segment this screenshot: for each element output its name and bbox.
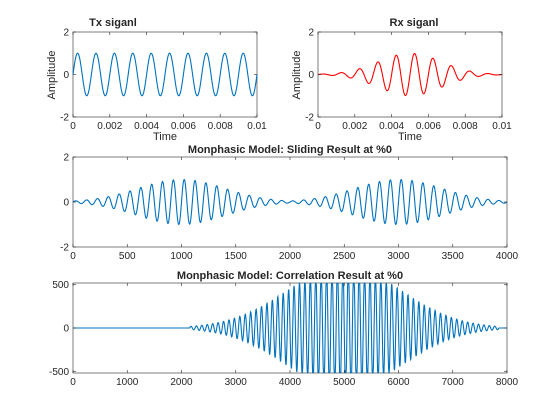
sliding-ytick-label-2: 2 [63,153,69,164]
correlation-xtick-label-7: 7000 [442,377,465,388]
sliding-series-line-0 [72,178,508,226]
rx-ticks: 0 0.002 0.004 0.006 0.008 0.01-202 [305,28,512,133]
rx-ytick-label-2: 2 [308,28,314,39]
sliding-xtick-label-2: 1000 [170,251,193,262]
rx-xtick-label-0: 0 [315,121,321,132]
sliding-result-plot: Monphasic Model: Sliding Result at %0 0 5… [60,144,518,262]
tx-ytick-label-1: 0 [63,70,69,81]
correlation-xtick-label-0: 0 [70,377,76,388]
tx-xtick-label-2: 0.004 [134,121,159,132]
tx-ylabel: Amplitude [46,51,58,100]
tx-series [72,52,258,97]
sliding-xtick-label-0: 0 [70,251,76,262]
rx-xtick-label-5: 0.01 [492,121,512,132]
sliding-ytick-label-0: -2 [60,243,69,254]
correlation-xtick-label-5: 5000 [333,377,356,388]
correlation-xtick-label-1: 1000 [116,377,139,388]
correlation-xtick-label-6: 6000 [387,377,410,388]
rx-signal-plot: Rx siganl 0 0.002 0.004 0.006 0.008 0.01-202 … [291,17,512,143]
tx-ytick-label-2: 2 [63,28,69,39]
sliding-ticks: 0 500 1000 1500 2000 2500 3000 3500 4000-202 [60,153,518,263]
correlation-ytick-label-1: 0 [63,324,69,335]
rx-ylabel: Amplitude [291,51,303,100]
sliding-ytick-label-1: 0 [63,198,69,209]
tx-ticks: 0 0.002 0.004 0.006 0.008 0.01-202 [60,28,267,133]
tx-xtick-label-3: 0.006 [171,121,196,132]
rx-xlabel: Time [398,131,422,143]
rx-ytick-label-0: -2 [305,113,314,124]
tx-xtick-label-5: 0.01 [247,121,267,132]
correlation-xtick-label-3: 3000 [225,377,248,388]
rx-xtick-label-4: 0.008 [453,121,478,132]
sliding-xtick-label-1: 500 [119,251,136,262]
tx-series-line-0 [72,52,258,97]
correlation-xtick-label-4: 4000 [279,377,302,388]
correlation-ytick-label-2: 500 [52,280,69,291]
tx-plot-title: Tx siganl [89,17,137,29]
sliding-xtick-label-8: 4000 [496,251,519,262]
tx-xtick-label-4: 0.008 [208,121,233,132]
tx-xtick-label-0: 0 [70,121,76,132]
rx-xtick-label-1: 0.002 [342,121,367,132]
sliding-xtick-label-6: 3000 [387,251,410,262]
tx-signal-plot: Tx siganl 0 0.002 0.004 0.006 0.008 0.01-202 … [46,17,267,143]
correlation-series [73,282,507,374]
sliding-plot-title: Monphasic Model: Sliding Result at %0 [188,144,392,156]
correlation-ytick-label-0: -500 [49,367,69,378]
tx-ytick-label-0: -2 [60,113,69,124]
correlation-plot-title: Monphasic Model: Correlation Result at %… [177,270,403,282]
correlation-result-plot: Monphasic Model: Correlation Result at %… [49,270,519,388]
sliding-series [72,178,508,226]
sliding-xtick-label-3: 1500 [225,251,248,262]
sliding-xtick-label-5: 2500 [333,251,356,262]
sliding-xtick-label-4: 2000 [279,251,302,262]
rx-xtick-label-3: 0.006 [416,121,441,132]
tx-xlabel: Time [153,131,177,143]
rx-xtick-label-2: 0.004 [379,121,404,132]
sliding-xtick-label-7: 3500 [442,251,465,262]
rx-plot-title: Rx siganl [390,17,439,29]
correlation-series-line-0 [73,282,507,374]
correlation-xtick-label-8: 8000 [496,377,519,388]
tx-xtick-label-1: 0.002 [97,121,122,132]
rx-series [317,52,503,97]
rx-series-line-0 [317,52,503,97]
rx-ytick-label-1: 0 [308,70,314,81]
correlation-ticks: 0 1000 2000 3000 4000 5000 6000 7000 8000-500050… [49,280,519,388]
correlation-xtick-label-2: 2000 [170,377,193,388]
